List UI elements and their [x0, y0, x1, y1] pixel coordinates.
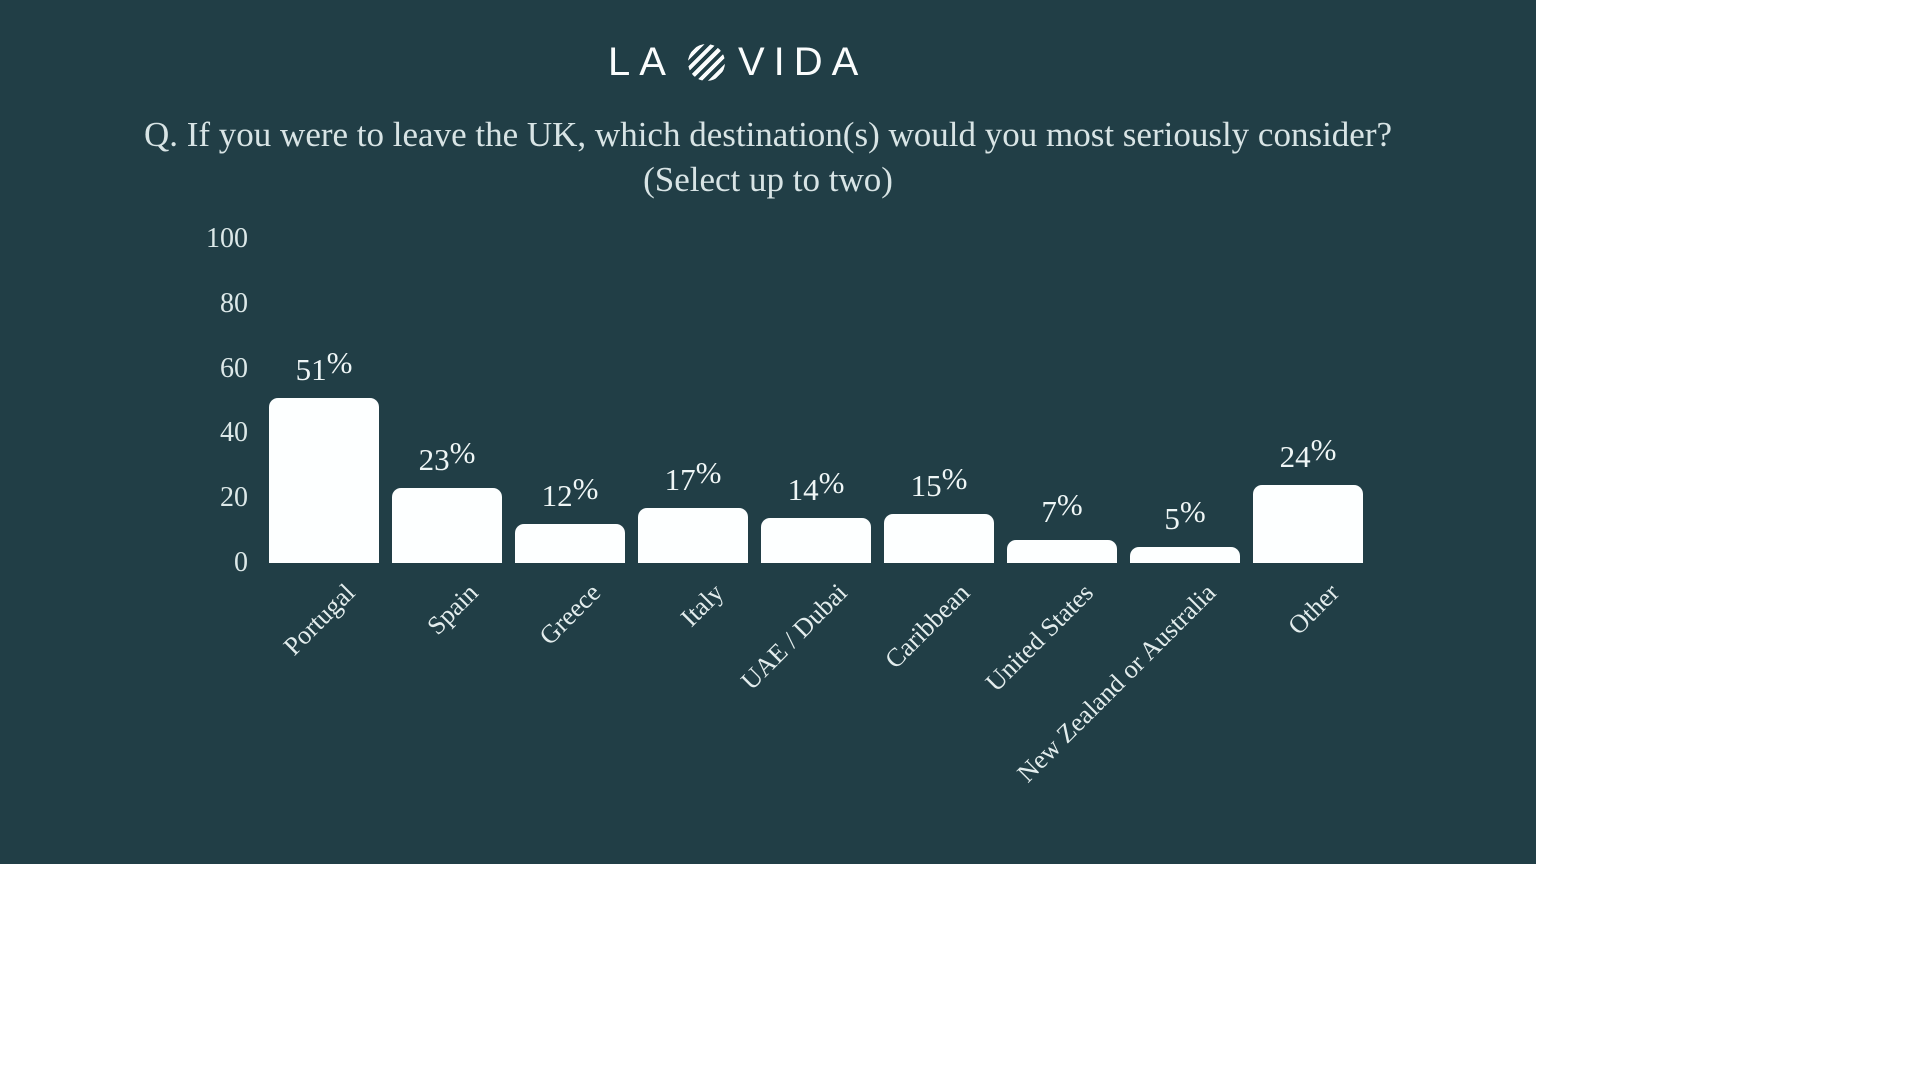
striped-circle-icon: [687, 43, 725, 81]
value-label-uae-dubai: 14%: [787, 464, 845, 507]
x-axis-label-italy: Italy: [675, 578, 730, 633]
bar-uae-dubai: [761, 518, 871, 563]
value-label-greece: 12%: [541, 470, 599, 513]
value-label-caribbean: 15%: [910, 460, 968, 503]
x-axis-label-portugal: Portugal: [277, 578, 361, 661]
bar-new-zealand-or-australia: [1130, 547, 1240, 563]
y-axis-tick-0: 0: [234, 547, 248, 578]
value-label-other: 24%: [1279, 431, 1337, 474]
logo-text-vida: VIDA: [737, 40, 868, 84]
y-axis-tick-100: 100: [206, 223, 248, 254]
x-axis-label-other: Other: [1282, 578, 1345, 641]
chart-panel: LA VIDA Q. If you were to leave the UK, …: [0, 0, 1536, 864]
title-line-2: (Select up to two): [643, 160, 893, 199]
title-line-1: Q. If you were to leave the UK, which de…: [143, 115, 1393, 154]
x-axis-label-spain: Spain: [421, 578, 484, 641]
x-axis-label-greece: Greece: [533, 578, 607, 651]
value-label-spain: 23%: [418, 434, 476, 477]
bar-other: [1253, 485, 1363, 563]
y-axis-tick-80: 80: [220, 287, 248, 319]
y-axis-tick-60: 60: [220, 352, 248, 384]
value-label-italy: 17%: [664, 454, 722, 497]
chart-question-title: Q. If you were to leave the UK, which de…: [0, 112, 1536, 202]
bar-portugal: [269, 398, 379, 563]
logo-text-la: LA: [608, 40, 675, 84]
bar-greece: [515, 524, 625, 563]
y-axis-tick-40: 40: [220, 417, 248, 449]
bar-spain: [392, 488, 502, 563]
la-vida-logo: LA VIDA: [608, 42, 867, 82]
bar-italy: [638, 508, 748, 563]
x-axis-label-uae-dubai: UAE / Dubai: [734, 578, 853, 696]
value-label-new-zealand-or-australia: 5%: [1164, 493, 1206, 536]
bar-caribbean: [884, 514, 994, 563]
value-label-portugal: 51%: [295, 344, 353, 387]
bar-chart: 0 20 40 60 80 100 51% Portugal 23% Spain 12% Greece…: [206, 223, 1363, 788]
bar-united-states: [1007, 540, 1117, 563]
y-axis-tick-20: 20: [220, 482, 248, 514]
x-axis-label-united-states: United States: [979, 578, 1099, 698]
value-label-united-states: 7%: [1041, 486, 1083, 529]
x-axis-label-caribbean: Caribbean: [879, 578, 976, 675]
x-axis-label-new-zealand-or-australia: New Zealand or Australia: [1011, 578, 1222, 788]
